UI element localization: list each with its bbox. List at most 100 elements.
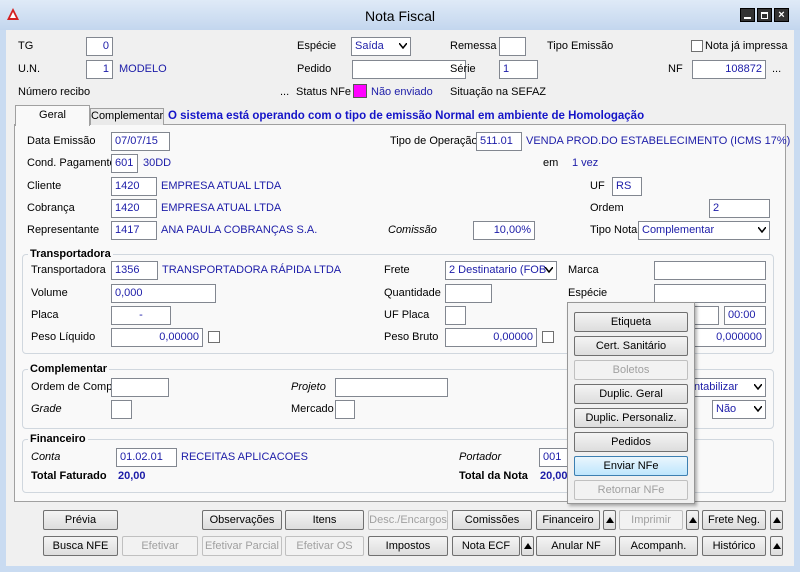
- combo[interactable]: ntabilizar: [690, 378, 766, 397]
- value-text: ANA PAULA COBRANÇAS S.A.: [161, 224, 318, 236]
- label: Série: [450, 63, 476, 75]
- button[interactable]: Prévia: [43, 510, 118, 530]
- input-field[interactable]: 10,00%: [473, 221, 535, 240]
- input-field[interactable]: [335, 400, 355, 419]
- button[interactable]: Anular NF: [536, 536, 616, 556]
- input-field[interactable]: RS: [612, 177, 642, 196]
- input-field[interactable]: 1420: [111, 199, 157, 218]
- combo[interactable]: Não: [712, 400, 766, 419]
- chevron: [399, 43, 407, 49]
- label: Marca: [568, 264, 599, 276]
- checkbox[interactable]: [542, 331, 554, 343]
- input-field[interactable]: 601: [111, 154, 138, 173]
- checkbox[interactable]: [208, 331, 220, 343]
- combo[interactable]: Saída: [351, 37, 411, 56]
- input-field[interactable]: [445, 284, 492, 303]
- button[interactable]: Efetivar Parcial: [202, 536, 282, 556]
- button[interactable]: Impostos: [368, 536, 448, 556]
- button[interactable]: Desc./Encargos: [368, 510, 448, 530]
- button[interactable]: Duplic. Personaliz.: [574, 408, 688, 428]
- label: UF Placa: [384, 309, 430, 321]
- input-field[interactable]: [654, 284, 766, 303]
- dropdown-arrow-button[interactable]: [521, 536, 534, 556]
- button[interactable]: Observações: [202, 510, 282, 530]
- button[interactable]: Duplic. Geral: [574, 384, 688, 404]
- combo[interactable]: Complementar: [638, 221, 770, 240]
- value-text: EMPRESA ATUAL LTDA: [161, 180, 282, 192]
- button[interactable]: Etiqueta: [574, 312, 688, 332]
- element: [10, 12, 16, 18]
- element: [761, 12, 768, 19]
- input-field[interactable]: -: [111, 306, 171, 325]
- input-field[interactable]: 0,00000: [111, 328, 203, 347]
- maximize-button[interactable]: [757, 8, 772, 22]
- tab[interactable]: Complementar: [90, 108, 164, 125]
- label: Situação na SEFAZ: [450, 86, 546, 98]
- input-field[interactable]: [499, 37, 526, 56]
- input-field[interactable]: 511.01: [476, 132, 522, 151]
- button[interactable]: Efetivar OS: [285, 536, 364, 556]
- dropdown-arrow-button[interactable]: [770, 536, 783, 556]
- button[interactable]: Busca NFE: [43, 536, 118, 556]
- dropdown-arrow-button[interactable]: [770, 510, 783, 530]
- banner: O sistema está operando com o tipo de em…: [168, 110, 645, 122]
- button[interactable]: Boletos: [574, 360, 688, 380]
- button[interactable]: Itens: [285, 510, 364, 530]
- input-field[interactable]: 0,000000: [690, 328, 766, 347]
- button[interactable]: Efetivar: [122, 536, 198, 556]
- dropdown-arrow-button[interactable]: [603, 510, 616, 530]
- input-field[interactable]: 1417: [111, 221, 157, 240]
- input-field[interactable]: 01.02.01: [116, 448, 177, 467]
- label: Status NFe: [296, 86, 352, 98]
- input-field[interactable]: 1: [499, 60, 538, 79]
- tab-selected[interactable]: Geral: [15, 105, 90, 126]
- button[interactable]: Acompanh.: [619, 536, 698, 556]
- input-field[interactable]: 1: [86, 60, 113, 79]
- label: Comissão: [388, 224, 437, 236]
- button[interactable]: Histórico: [702, 536, 766, 556]
- value-text: EMPRESA ATUAL LTDA: [161, 202, 282, 214]
- arrow-shape: [773, 517, 781, 523]
- chevron: [754, 406, 762, 412]
- minimize-button[interactable]: [740, 8, 755, 22]
- group-box: [22, 369, 774, 429]
- dropdown-arrow-button[interactable]: [686, 510, 699, 530]
- input-field[interactable]: [111, 378, 169, 397]
- combo-value: Não: [716, 403, 737, 415]
- label: UF: [590, 180, 605, 192]
- input-field[interactable]: [111, 400, 132, 419]
- input-field[interactable]: [654, 261, 766, 280]
- button[interactable]: Cert. Sanitário: [574, 336, 688, 356]
- button[interactable]: Frete Neg.: [702, 510, 766, 530]
- combo[interactable]: 2 Destinatario (FOB: [445, 261, 557, 280]
- arrow-icon: [773, 517, 781, 523]
- input-field[interactable]: [445, 306, 466, 325]
- input-field[interactable]: 2: [709, 199, 770, 218]
- button[interactable]: Imprimir: [619, 510, 683, 530]
- input-field[interactable]: [352, 60, 466, 79]
- input-field[interactable]: 0: [86, 37, 113, 56]
- close-button[interactable]: ×: [774, 8, 789, 22]
- input-field[interactable]: 07/07/15: [111, 132, 170, 151]
- button[interactable]: Financeiro: [536, 510, 600, 530]
- label: Cliente: [27, 180, 62, 192]
- input-field[interactable]: 108872: [692, 60, 766, 79]
- input-field[interactable]: 0,000: [111, 284, 216, 303]
- element: [744, 17, 751, 19]
- input-field[interactable]: [335, 378, 448, 397]
- button[interactable]: Comissões: [452, 510, 532, 530]
- button[interactable]: Nota ECF: [452, 536, 520, 556]
- button[interactable]: Retornar NFe: [574, 480, 688, 500]
- input-field[interactable]: 1356: [111, 261, 158, 280]
- button[interactable]: Pedidos: [574, 432, 688, 452]
- label: Espécie: [568, 287, 608, 299]
- value-text: MODELO: [119, 63, 167, 75]
- input-field[interactable]: 0,00000: [445, 328, 537, 347]
- checkbox[interactable]: [691, 40, 703, 52]
- button[interactable]: Enviar NFe: [574, 456, 688, 476]
- input-field[interactable]: 00:00: [724, 306, 766, 325]
- group-title: Complementar: [28, 362, 110, 376]
- label: ...: [280, 86, 290, 98]
- arrow-icon: [524, 543, 532, 549]
- input-field[interactable]: 1420: [111, 177, 157, 196]
